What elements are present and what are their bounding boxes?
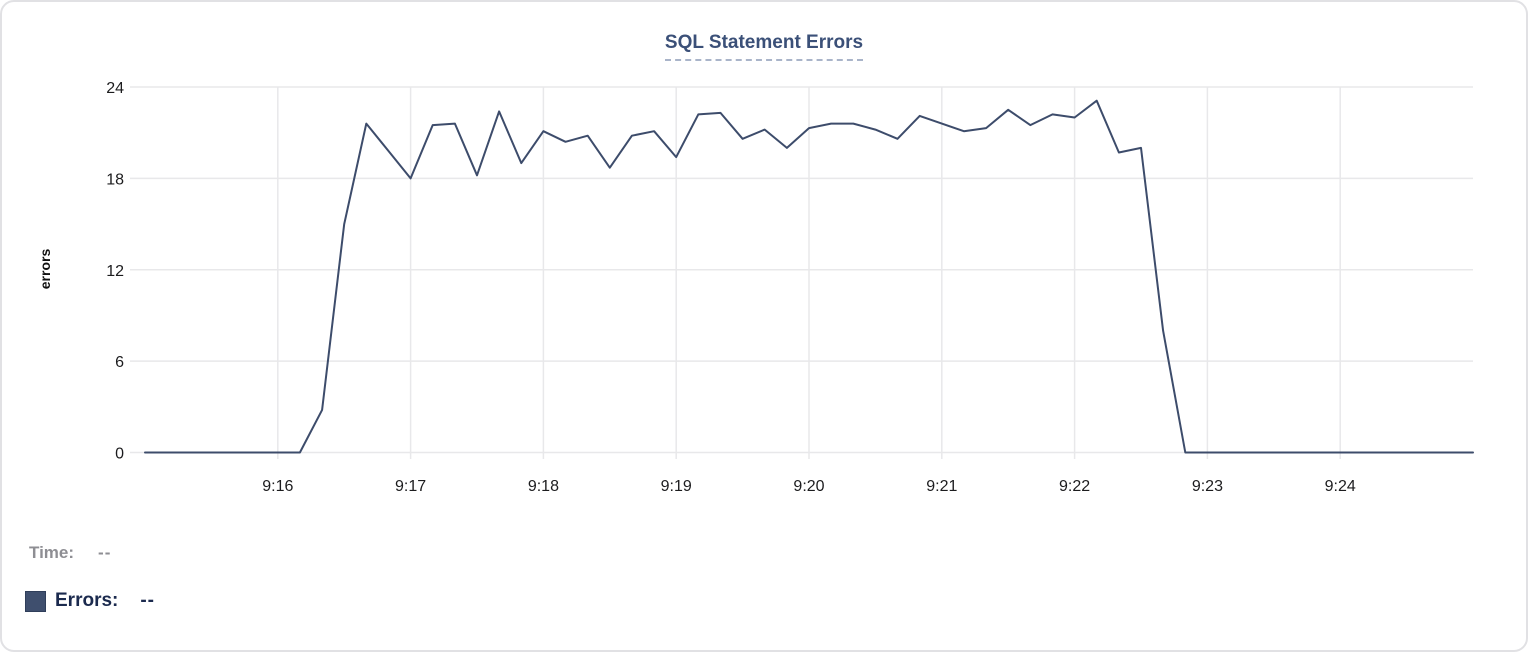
y-tick-label: 12 (106, 263, 124, 280)
time-label: Time: (29, 543, 75, 562)
x-tick-label: 9:16 (262, 478, 293, 495)
errors-label: Errors: (55, 590, 119, 611)
x-tick-label: 9:23 (1192, 478, 1223, 495)
x-tick-label: 9:21 (926, 478, 957, 495)
time-value: -- (98, 543, 112, 562)
y-tick-label: 18 (106, 171, 124, 188)
line-chart[interactable]: 0 6 12 18 24 9:16 9:17 9:18 9:19 9:20 9:21 9:22 9:23… (2, 2, 1528, 532)
y-tick-label: 6 (115, 354, 124, 371)
tooltip-time-row: Time: -- (29, 543, 111, 563)
x-tick-label: 9:17 (395, 478, 426, 495)
legend-errors-row[interactable]: Errors: -- (25, 590, 155, 612)
x-tick-label: 9:19 (661, 478, 692, 495)
y-tick-label: 0 (115, 446, 124, 463)
x-tick-label: 9:24 (1325, 478, 1356, 495)
chart-header: SQL Statement Errors (2, 32, 1526, 61)
x-tick-label: 9:18 (528, 478, 559, 495)
y-tick-label: 24 (106, 80, 124, 97)
chart-title[interactable]: SQL Statement Errors (664, 32, 864, 61)
x-tick-label: 9:20 (793, 478, 824, 495)
errors-legend-swatch[interactable] (25, 590, 46, 612)
series-line-errors[interactable] (144, 99, 1474, 454)
errors-value: -- (140, 590, 156, 611)
x-tick-label: 9:22 (1059, 478, 1090, 495)
y-axis-title: errors (37, 249, 53, 290)
